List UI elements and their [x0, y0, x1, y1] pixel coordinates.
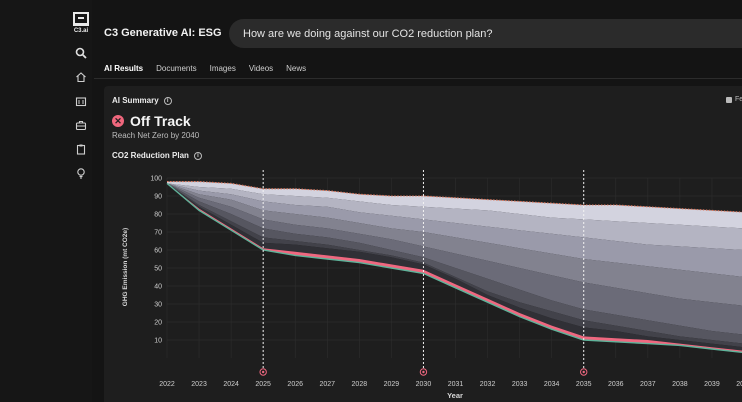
- y-tick-label: 50: [154, 266, 162, 273]
- milestone-marker: [580, 368, 588, 376]
- c3-logo[interactable]: C3.ai: [72, 12, 90, 34]
- x-tick-label: 2027: [319, 381, 335, 388]
- y-tick-label: 30: [154, 302, 162, 309]
- y-tick-label: 90: [154, 194, 162, 201]
- series-band: [167, 183, 742, 335]
- x-tick-label: 2028: [352, 381, 368, 388]
- y-tick-label: 100: [150, 176, 162, 183]
- milestone-marker-dot: [422, 370, 425, 374]
- tab-images[interactable]: Images: [209, 64, 236, 73]
- app-title: C3 Generative AI: ESG: [104, 27, 222, 39]
- series-band: [167, 183, 742, 277]
- x-axis-label: Year: [447, 391, 463, 400]
- tab-documents[interactable]: Documents: [156, 64, 197, 73]
- x-tick-label: 2038: [672, 381, 688, 388]
- x-tick-label: 2036: [608, 381, 624, 388]
- briefcase-icon[interactable]: [74, 118, 88, 132]
- y-tick-label: 40: [154, 284, 162, 291]
- status-row: ✕ Off Track: [112, 113, 191, 129]
- x-tick-label: 2034: [544, 381, 560, 388]
- clipboard-icon[interactable]: [74, 142, 88, 156]
- x-tick-label: 2032: [480, 381, 496, 388]
- co2-reduction-chart: 10 20 30 40 50 60 70 80 90 100 2022 2023 2024 2025 202…: [104, 162, 742, 402]
- search-icon[interactable]: [74, 46, 88, 60]
- y-tick-label: 70: [154, 230, 162, 237]
- x-tick-label: 2030: [416, 381, 432, 388]
- tab-ai-results[interactable]: AI Results: [104, 64, 144, 73]
- series-band: [167, 183, 742, 250]
- x-tick-label: 2026: [287, 381, 303, 388]
- milestone-marker: [259, 368, 267, 376]
- x-tick-label: 2040: [736, 381, 742, 388]
- x-tick-label: 2037: [640, 381, 656, 388]
- search-query: How are we doing against our CO2 reducti…: [243, 27, 493, 40]
- tab-news[interactable]: News: [286, 64, 307, 73]
- results-tabs: AI Results Documents Images Videos News: [104, 64, 306, 78]
- off-track-icon: ✕: [112, 115, 124, 127]
- milestone-marker: [419, 368, 428, 376]
- ai-summary-label: AI Summary: [112, 96, 159, 105]
- x-tick-label: 2033: [512, 381, 528, 388]
- chart-info-icon[interactable]: i: [193, 151, 202, 160]
- series-band: [167, 183, 742, 344]
- x-tick-label: 2039: [704, 381, 720, 388]
- feedback-button[interactable]: Fe: [726, 96, 742, 103]
- y-axis-label: GHG Emission (mt CO2e): [122, 228, 129, 306]
- building-icon[interactable]: [74, 94, 88, 108]
- feedback-icon: [726, 96, 732, 103]
- x-tick-label: 2031: [448, 381, 464, 388]
- y-tick-label: 10: [154, 338, 162, 345]
- chart-heading: CO2 Reduction Plan i: [112, 151, 202, 160]
- status-subtitle: Reach Net Zero by 2040: [112, 131, 200, 140]
- home-icon[interactable]: [74, 70, 88, 84]
- lightbulb-icon[interactable]: [74, 166, 88, 180]
- series-band: [167, 181, 742, 229]
- search-input[interactable]: How are we doing against our CO2 reducti…: [229, 19, 742, 48]
- series-band: [167, 183, 742, 306]
- x-tick-label: 2035: [576, 381, 592, 388]
- milestone-marker-dot: [582, 370, 585, 374]
- x-tick-label: 2022: [159, 381, 175, 388]
- left-rail: [0, 0, 92, 402]
- y-tick-label: 60: [154, 248, 162, 255]
- y-tick-label: 20: [154, 320, 162, 327]
- chart-title: CO2 Reduction Plan: [112, 151, 189, 160]
- x-tick-label: 2029: [384, 381, 400, 388]
- logo-icon: [73, 12, 89, 26]
- chart-lines: [166, 170, 742, 376]
- x-tick-label: 2023: [191, 381, 207, 388]
- logo-text: C3.ai: [73, 28, 89, 34]
- info-icon[interactable]: i: [163, 96, 172, 105]
- chart-bands: [167, 181, 742, 353]
- status-text: Off Track: [130, 113, 191, 129]
- ai-summary-heading: AI Summary i: [112, 96, 172, 105]
- tab-videos[interactable]: Videos: [248, 64, 274, 73]
- x-tick-label: 2024: [223, 381, 239, 388]
- feedback-label: Fe: [735, 96, 742, 103]
- y-tick-label: 80: [154, 212, 162, 219]
- total-emissions-line: [167, 181, 742, 213]
- tabs-divider: [94, 78, 742, 79]
- x-tick-label: 2025: [255, 381, 271, 388]
- milestone-marker-dot: [261, 370, 265, 374]
